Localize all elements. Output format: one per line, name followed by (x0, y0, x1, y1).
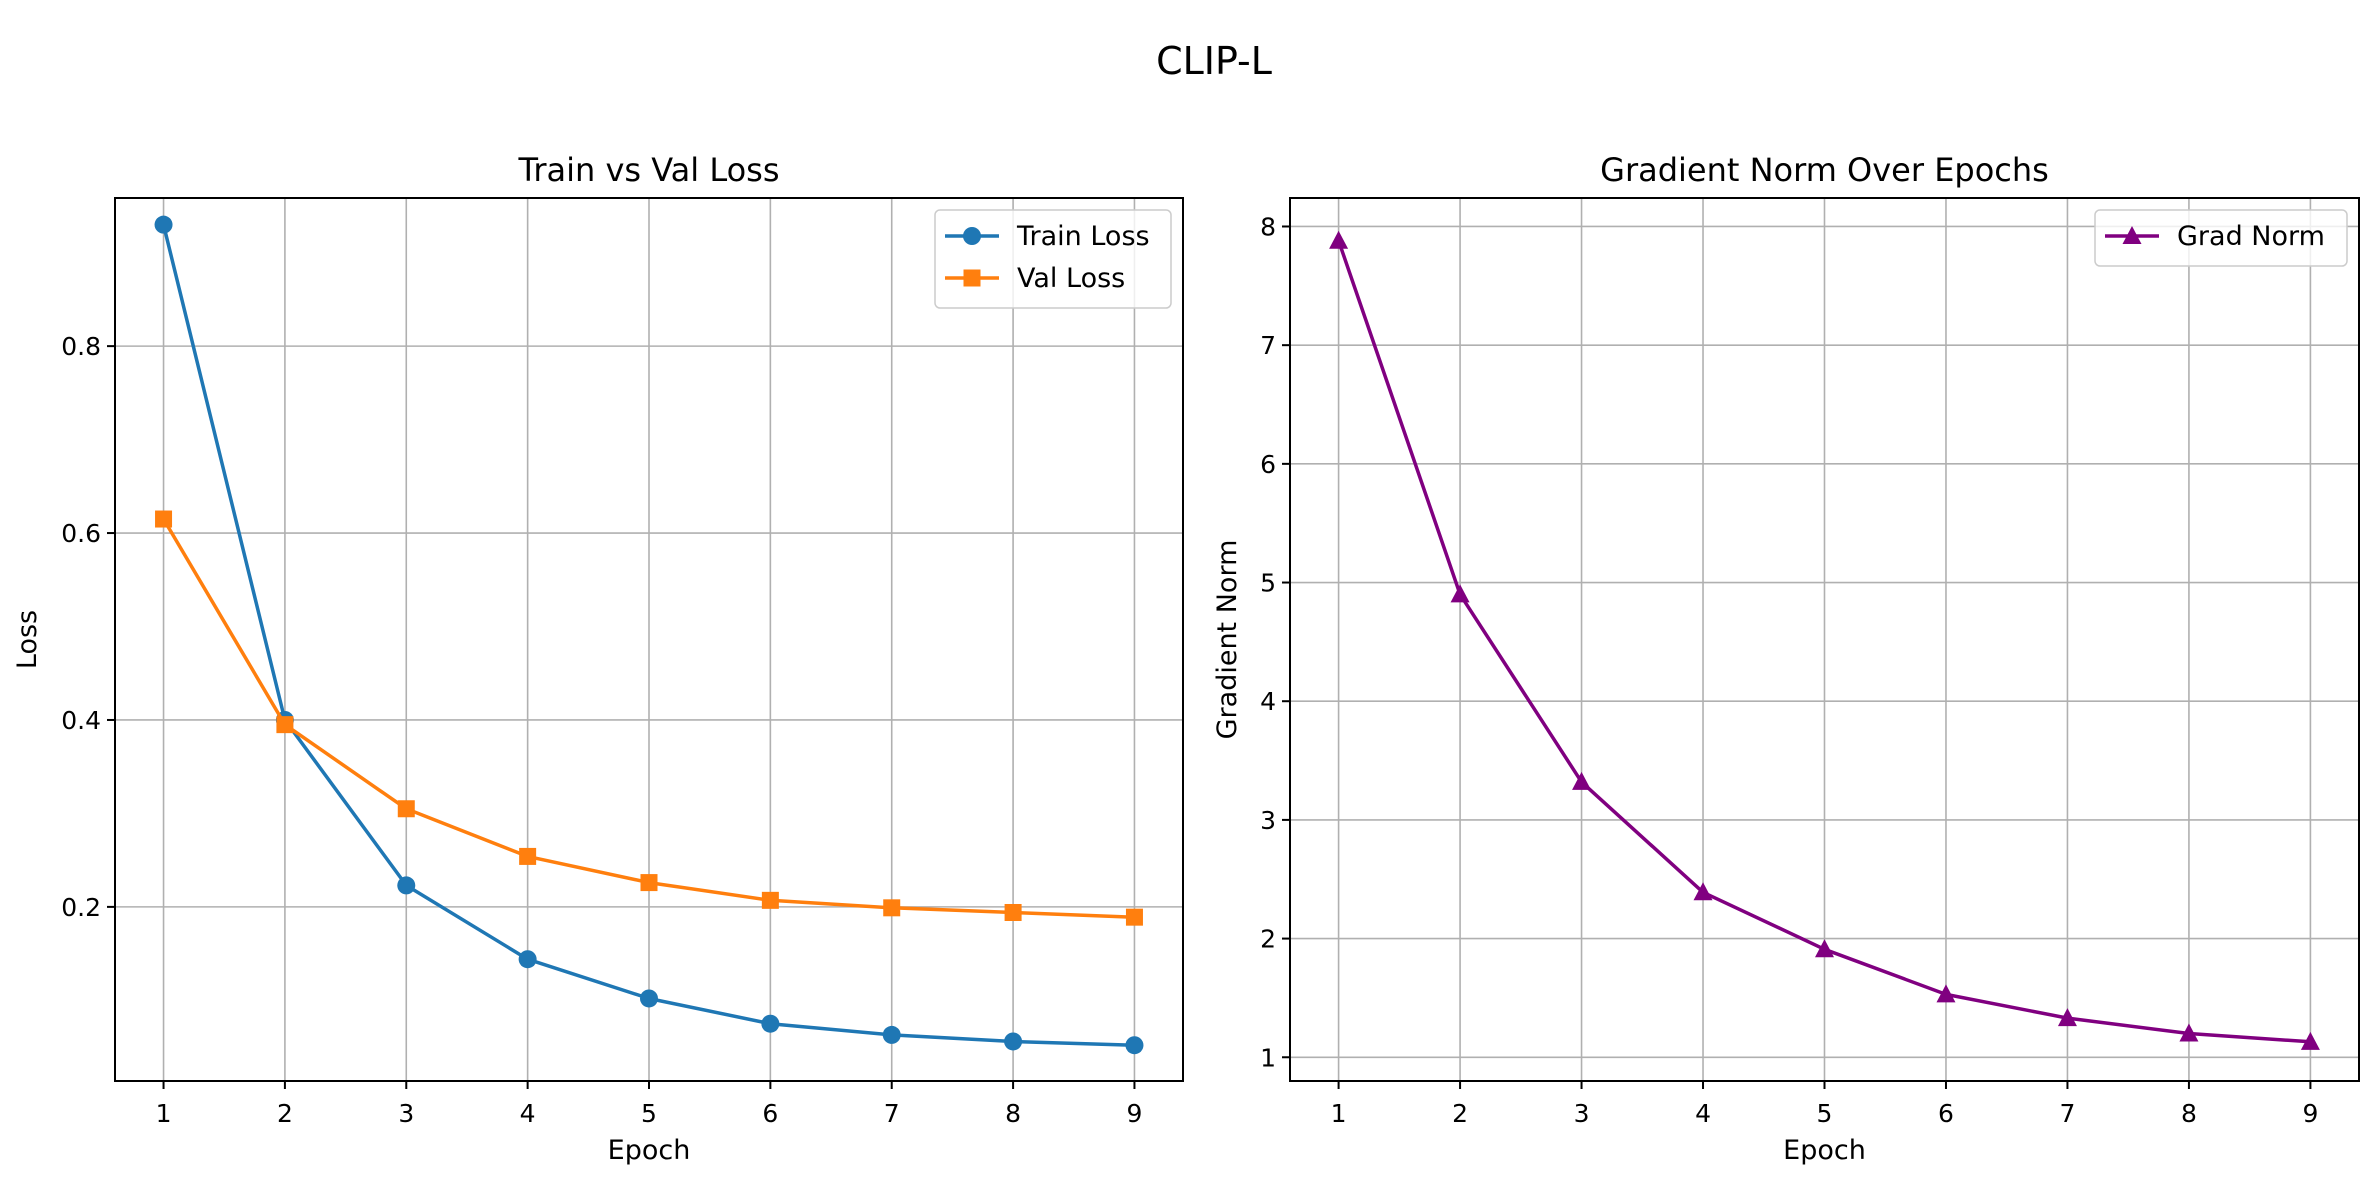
legend-marker-train-loss (963, 227, 981, 245)
grad-norm-point (1815, 939, 1834, 958)
x-tick-label: 6 (1938, 1099, 1954, 1128)
y-tick-label: 0.6 (61, 519, 101, 548)
x-tick-label: 5 (1817, 1099, 1833, 1128)
legend: Train Loss Val Loss (934, 209, 1172, 309)
x-tick-label: 7 (2060, 1099, 2076, 1128)
grad-norm-point (2057, 1008, 2077, 1027)
val-loss-point (155, 510, 173, 528)
grad-norm-point (2300, 1031, 2320, 1050)
x-tick-label: 9 (2302, 1099, 2318, 1128)
train-loss-point (882, 1025, 901, 1044)
legend-marker-grad-norm (2122, 226, 2142, 244)
grad-norm-point (1329, 230, 1349, 249)
grad-norm-point (2179, 1023, 2199, 1042)
x-tick-label: 8 (2181, 1099, 2197, 1128)
legend-label-val-loss: Val Loss (1017, 263, 1125, 294)
x-tick-label: 1 (156, 1099, 172, 1128)
x-axis-label: Epoch (1783, 1135, 1866, 1166)
x-tick-label: 4 (1695, 1099, 1711, 1128)
legend: Grad Norm (2094, 209, 2348, 267)
x-tick-label: 9 (1127, 1099, 1143, 1128)
loss-panel: 1 2 3 4 5 6 7 8 9 0.2 0.4 0.6 0.8 Train vs Val Loss Ep… (12, 151, 1184, 1166)
y-tick-label: 1 (1260, 1043, 1276, 1072)
y-tick-label: 3 (1260, 806, 1276, 835)
y-tick-label: 7 (1260, 331, 1276, 360)
train-loss-point (518, 950, 537, 969)
y-tick-label: 0.4 (61, 706, 101, 735)
x-tick-label: 6 (762, 1099, 778, 1128)
train-loss-point (1125, 1036, 1144, 1055)
val-loss-point (519, 847, 537, 865)
val-loss-point (883, 899, 901, 917)
grad-norm-panel: 1 2 3 4 5 6 7 8 9 1 2 3 4 5 6 7 8 Gradient Norm Over Epoc… (1212, 151, 2360, 1166)
y-axis-label: Gradient Norm (1212, 540, 1243, 740)
chart-title: Gradient Norm Over Epochs (1600, 151, 2049, 189)
x-tick-label: 8 (1005, 1099, 1021, 1128)
val-loss-point (1004, 903, 1022, 921)
y-tick-label: 8 (1260, 212, 1276, 241)
x-tick-label: 3 (398, 1099, 414, 1128)
val-loss-point (640, 874, 658, 892)
y-tick-label: 0.2 (61, 893, 101, 922)
x-tick-label: 2 (277, 1099, 293, 1128)
train-loss-point (397, 876, 416, 895)
y-tick-label: 6 (1260, 450, 1276, 479)
train-loss-point (1004, 1032, 1023, 1051)
train-loss-point (640, 989, 658, 1008)
grad-norm-point (1572, 771, 1592, 790)
val-loss-point (1125, 908, 1143, 926)
grad-norm-point (1450, 584, 1470, 603)
val-loss-point (397, 800, 415, 818)
train-loss-point (154, 215, 173, 234)
legend-marker-val-loss (963, 269, 981, 287)
x-tick-label: 1 (1331, 1099, 1347, 1128)
grad-norm-point (1693, 882, 1713, 901)
legend-label-train-loss: Train Loss (1016, 221, 1150, 252)
train-loss-point (761, 1014, 780, 1033)
y-tick-label: 4 (1260, 687, 1276, 716)
legend-box (2094, 209, 2348, 267)
y-tick-label: 0.8 (61, 332, 101, 361)
y-axis-label: Loss (12, 610, 43, 669)
y-tick-label: 2 (1260, 925, 1276, 954)
val-loss-point (761, 891, 779, 909)
x-tick-label: 4 (520, 1099, 536, 1128)
figure-suptitle: CLIP-L (1156, 39, 1272, 83)
x-tick-label: 7 (884, 1099, 900, 1128)
y-tick-label: 5 (1260, 569, 1276, 598)
x-axis-label: Epoch (608, 1135, 691, 1166)
val-loss-point (276, 716, 294, 734)
chart-title: Train vs Val Loss (518, 151, 780, 189)
legend-label-grad-norm: Grad Norm (2177, 221, 2325, 252)
x-tick-label: 5 (641, 1099, 657, 1128)
x-tick-label: 2 (1452, 1099, 1468, 1128)
grad-norm-point (1936, 984, 1956, 1003)
x-tick-label: 3 (1574, 1099, 1590, 1128)
